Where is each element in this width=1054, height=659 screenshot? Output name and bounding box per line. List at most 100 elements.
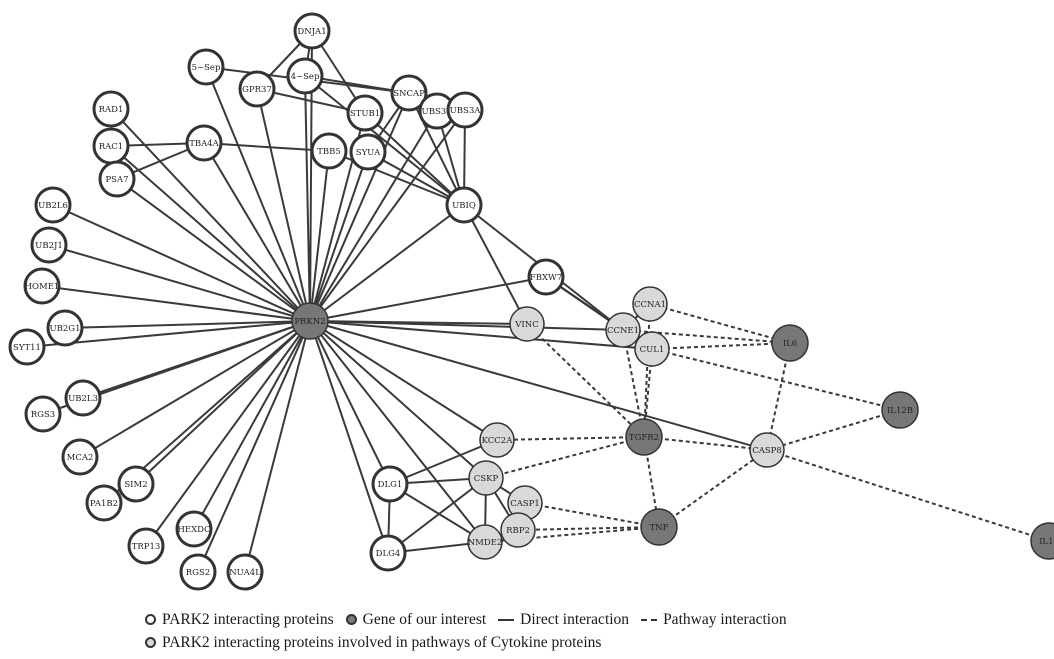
- node-label-ubs3a: UBS3A: [450, 106, 482, 116]
- dashed-line-icon: [641, 619, 657, 621]
- legend-direct: Direct interaction: [520, 611, 629, 629]
- node-label-ccna1: CCNA1: [634, 300, 666, 310]
- node-ubs3a: UBS3A: [448, 93, 482, 127]
- legend-interest: Gene of our interest: [363, 611, 487, 629]
- node-label-ub2l6: UB2L6: [38, 201, 68, 211]
- node-nua4l: NUA4L: [228, 555, 262, 589]
- node-label-casp1: CASP1: [510, 499, 540, 509]
- node-label-ub2g1: UB2G1: [49, 324, 80, 334]
- node-sim2: SIM2: [119, 467, 153, 501]
- node-label-rad1: RAD1: [99, 105, 124, 115]
- node-rgs3: RGS3: [26, 397, 60, 431]
- node-pa1b2: PA1B2: [87, 486, 121, 520]
- edge-tbb5-ubiq: [329, 151, 464, 205]
- node-tgfr2: TGFR2: [626, 419, 662, 455]
- node-ccne1: CCNE1: [606, 313, 640, 347]
- node-il12b: IL12B: [882, 392, 918, 428]
- node-dlg1: DLG1: [373, 467, 407, 501]
- node-label-ubiq: UBIQ: [452, 201, 476, 211]
- interest-circle-icon: [346, 614, 357, 625]
- edge-tnf-casp8: [659, 450, 767, 527]
- node-nmde2: NMDE2: [468, 525, 503, 559]
- node-rad1: RAD1: [94, 92, 128, 126]
- node-label-syt11: SYT11: [13, 343, 41, 353]
- node-mca2: MCA2: [63, 440, 97, 474]
- node-fbxw7: FBXW7: [529, 260, 563, 294]
- node-ub2j1: UB2J1: [32, 228, 66, 262]
- solid-line-icon: [498, 619, 514, 621]
- edge-ubiq-vinc: [464, 205, 527, 324]
- node-psa7: PSA7: [100, 162, 134, 196]
- node-ub2l6: UB2L6: [36, 188, 70, 222]
- node-label-trp13: TRP13: [132, 542, 161, 552]
- node-il10: IL10: [1031, 523, 1054, 559]
- legend-row-1: PARK2 interacting proteins Gene of our i…: [145, 608, 1045, 631]
- node-label-rac1: RAC1: [99, 142, 123, 152]
- node-casp8: CASP8: [750, 433, 784, 467]
- node-tnf: TNF: [641, 509, 677, 545]
- node-label-tba4a: TBA4A: [189, 139, 219, 149]
- legend-interacting: PARK2 interacting proteins: [162, 611, 334, 629]
- node-label-kcc2a: KCC2A: [482, 436, 514, 446]
- node-label-cskp: CSKP: [474, 474, 499, 484]
- edge-layer: [27, 31, 1049, 572]
- interacting-circle-icon: [145, 614, 156, 625]
- node-syua: SYUA: [351, 135, 385, 169]
- legend-pathway-interaction: Pathway interaction: [663, 611, 787, 629]
- node-label-prkn2: PRKN2: [294, 317, 325, 327]
- node-rac1: RAC1: [94, 129, 128, 163]
- pathway-circle-icon: [145, 637, 156, 648]
- node-label-4sep: 4~Sep: [291, 72, 320, 82]
- node-label-stub1: STUB1: [350, 109, 380, 119]
- node-label-gpr37: GPR37: [242, 85, 272, 95]
- node-label-tgfr2: TGFR2: [629, 433, 659, 443]
- node-ub2l3: UB2L3: [66, 381, 100, 415]
- node-label-hexdc: HEXDC: [178, 525, 211, 535]
- edge-prkn2-kcc2a: [310, 321, 497, 440]
- node-label-casp8: CASP8: [752, 446, 782, 456]
- node-5sep: 5~Sep: [189, 50, 223, 84]
- legend-pathway-proteins: PARK2 interacting proteins involved in p…: [162, 634, 601, 652]
- edge-il12b-casp8: [767, 410, 900, 450]
- edge-prkn2-rac1: [111, 146, 310, 321]
- node-rgs2: RGS2: [181, 555, 215, 589]
- edge-prkn2-sim2: [136, 321, 310, 484]
- node-label-ccne1: CCNE1: [607, 326, 639, 336]
- edge-prkn2-nmde2: [310, 321, 485, 542]
- node-label-dlg1: DLG1: [378, 480, 403, 490]
- node-label-tnf: TNF: [649, 523, 668, 533]
- node-label-cul1: CUL1: [640, 345, 665, 355]
- node-label-home1: HOME1: [25, 282, 60, 292]
- node-label-mca2: MCA2: [67, 453, 94, 463]
- edge-ccna1-il6: [650, 304, 790, 343]
- node-tba4a: TBA4A: [187, 126, 221, 160]
- node-label-ub2j1: UB2J1: [35, 241, 63, 251]
- node-cul1: CUL1: [635, 332, 669, 366]
- node-gpr37: GPR37: [240, 72, 274, 106]
- node-label-pa1b2: PA1B2: [90, 499, 118, 509]
- edge-tgfr2-kcc2a: [497, 437, 644, 440]
- legend: PARK2 interacting proteins Gene of our i…: [145, 608, 1045, 654]
- node-label-dlg4: DLG4: [376, 549, 401, 559]
- edge-prkn2-ubiq: [310, 205, 464, 321]
- node-tbb5: TBB5: [312, 134, 346, 168]
- node-cskp: CSKP: [469, 461, 503, 495]
- edge-tnf-casp1: [525, 503, 659, 527]
- node-stub1: STUB1: [348, 96, 382, 130]
- node-hexdc: HEXDC: [177, 512, 211, 546]
- node-vinc: VINC: [510, 307, 544, 341]
- node-il6: IL6: [772, 325, 808, 361]
- node-label-fbxw7: FBXW7: [530, 273, 562, 283]
- node-rbp2: RBP2: [501, 513, 535, 547]
- node-dlg4: DLG4: [371, 536, 405, 570]
- node-label-rbp2: RBP2: [506, 526, 530, 536]
- node-label-5sep: 5~Sep: [192, 63, 221, 73]
- node-label-rgs3: RGS3: [31, 410, 55, 420]
- legend-row-2: PARK2 interacting proteins involved in p…: [145, 631, 1045, 654]
- node-label-sim2: SIM2: [124, 480, 147, 490]
- edge-prkn2-hexdc: [194, 321, 310, 529]
- node-label-sncap: SNCAP: [393, 89, 425, 99]
- node-label-nmde2: NMDE2: [468, 538, 503, 548]
- node-label-il6: IL6: [783, 339, 797, 349]
